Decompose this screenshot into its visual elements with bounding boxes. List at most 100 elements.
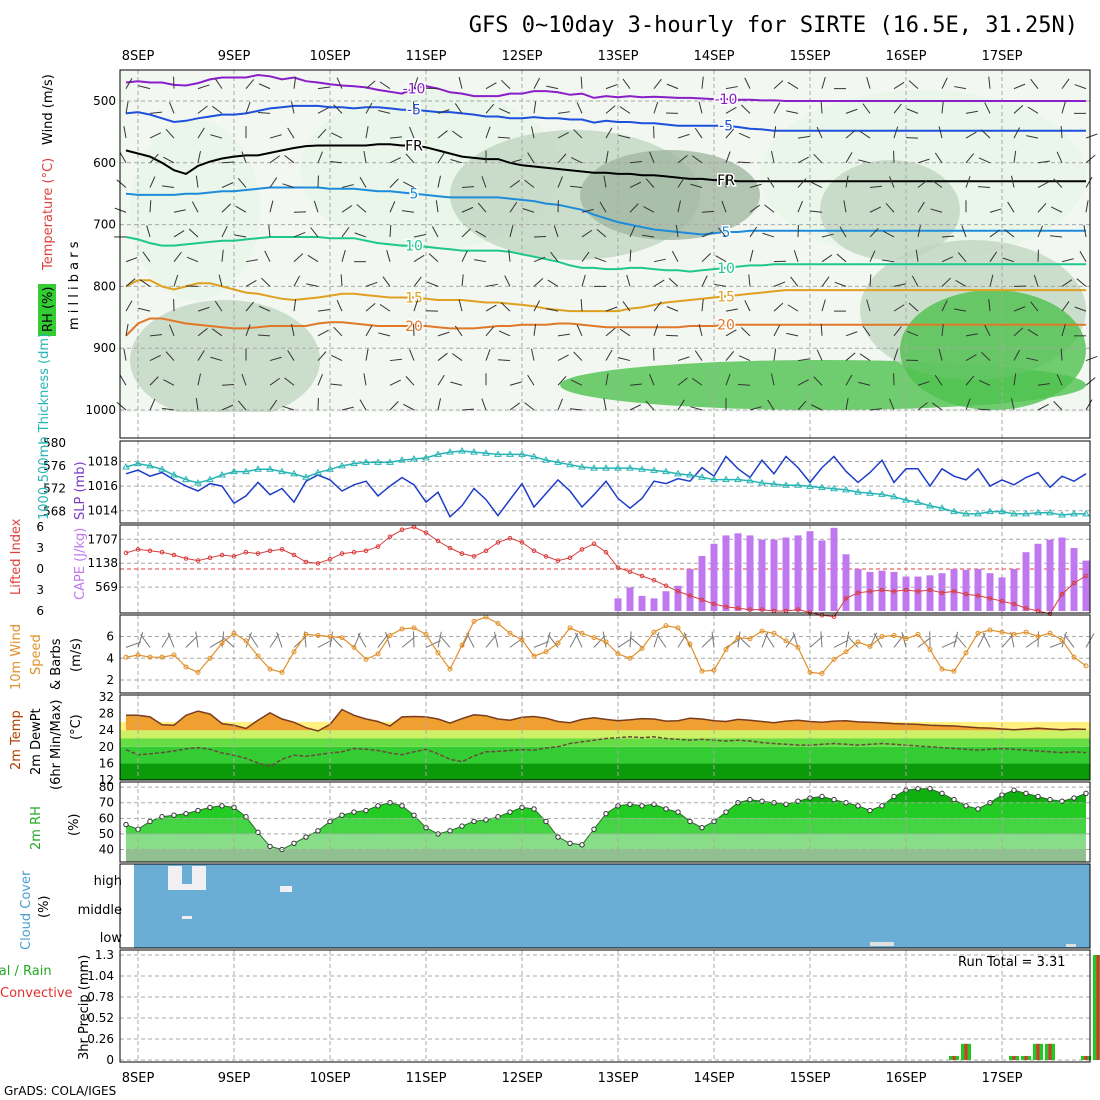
thickness-marker [194, 479, 202, 486]
wind-barb [773, 348, 777, 361]
wind-barb [1013, 306, 1026, 312]
thickness-marker [122, 463, 130, 470]
wind-barb [458, 299, 463, 312]
thickness-marker [338, 461, 346, 469]
wind-barb [858, 381, 871, 386]
wind-barb [773, 126, 777, 139]
wind-barb [149, 376, 159, 386]
wind-barb [389, 201, 396, 213]
rh-band [126, 849, 1086, 862]
wind-barb [883, 230, 895, 238]
cape-bar [974, 569, 982, 611]
wind-barb [1085, 154, 1096, 164]
wind-speed-marker [351, 644, 357, 650]
thickness-marker [350, 459, 358, 467]
wind-barb [284, 377, 295, 386]
precip-conv-bar [1084, 1055, 1088, 1060]
wind-barb [234, 234, 247, 238]
wind-barb [629, 181, 642, 188]
rh-bg [120, 784, 1090, 803]
wind-barb [1056, 374, 1063, 386]
wind-barb [786, 110, 799, 114]
li-marker [291, 552, 297, 558]
wind-barb [810, 404, 823, 411]
wind-barb [341, 406, 354, 411]
wind-barb [527, 374, 535, 386]
wind-barb [1085, 200, 1089, 213]
wind-barb [908, 80, 919, 90]
wind-barb [893, 103, 902, 114]
wind-speed-marker [327, 634, 333, 640]
wind-barb [437, 398, 441, 411]
thickness-marker [266, 465, 274, 472]
wind-barb-10m [401, 636, 415, 648]
rh-marker [183, 810, 189, 817]
date-label-bottom: 16SEP [886, 1071, 927, 1086]
wind-barb [485, 103, 495, 114]
wind-barb [149, 334, 162, 337]
wind-barb [1037, 403, 1049, 411]
precip-run-total: Run Total = 3.31 [958, 955, 1066, 970]
wind-barb [954, 308, 967, 312]
wind-speed-marker [903, 636, 909, 642]
wind-barb [618, 357, 631, 362]
wind-barb [1061, 78, 1070, 89]
wind-barb [820, 101, 823, 114]
wind-barb [955, 279, 967, 287]
wind-barb [485, 326, 495, 337]
wind-barb [533, 300, 541, 312]
wind-barb-10m [653, 632, 660, 648]
wind-barb [450, 381, 463, 386]
isotherm-10 [125, 236, 1086, 273]
li-marker [903, 587, 909, 593]
rh-marker [147, 818, 153, 825]
wind-barb [629, 383, 642, 386]
li-marker [135, 547, 141, 552]
wind-barb [961, 225, 967, 238]
wind-barb [599, 201, 607, 213]
wind-barb [365, 348, 369, 361]
precip-tick: 1.04 [87, 969, 114, 983]
wind-barb [737, 383, 751, 386]
wind-speed-marker [987, 627, 993, 633]
cloud-gap-inner [182, 866, 192, 884]
wind-barb [821, 233, 834, 238]
wind-barb [330, 132, 343, 139]
li-marker [855, 590, 861, 596]
wind-barb [701, 252, 711, 263]
wind-barb [1060, 348, 1063, 361]
wind-barb [125, 323, 129, 336]
wind-speed-marker [1059, 637, 1065, 643]
wind-barb [869, 250, 876, 262]
wind-barb-10m [982, 632, 991, 648]
thickness-marker [746, 476, 754, 484]
wind-barb [869, 408, 882, 411]
credit-label: GrADS: COLA/IGES [4, 1084, 116, 1098]
rh-marker [471, 818, 477, 825]
li-marker [675, 589, 681, 594]
wind-barb [341, 184, 354, 189]
wind-barb [149, 132, 162, 139]
wind-barb [1061, 258, 1074, 263]
wind-barb [917, 201, 925, 213]
wind-barb [677, 133, 690, 139]
wind-barb [173, 251, 182, 262]
wind-barb [869, 227, 879, 238]
cape-bar [782, 537, 790, 611]
thickness-marker [878, 490, 886, 497]
temp-axis-label-1: 2m Temp [9, 710, 24, 770]
wind-barb [211, 328, 223, 337]
rh-marker [891, 793, 897, 800]
thickness-marker [602, 464, 610, 471]
wind-speed-marker [399, 626, 405, 632]
wind-barb [596, 228, 607, 238]
wind-barb [869, 274, 872, 287]
wind-barb [291, 101, 295, 114]
wind-speed-marker [495, 621, 501, 627]
panel-frame [119, 863, 1091, 949]
thickness-marker [278, 467, 286, 475]
wind-barb [237, 400, 247, 411]
thickness-marker [386, 458, 394, 465]
rh-marker [939, 790, 945, 797]
li-marker [663, 583, 669, 589]
